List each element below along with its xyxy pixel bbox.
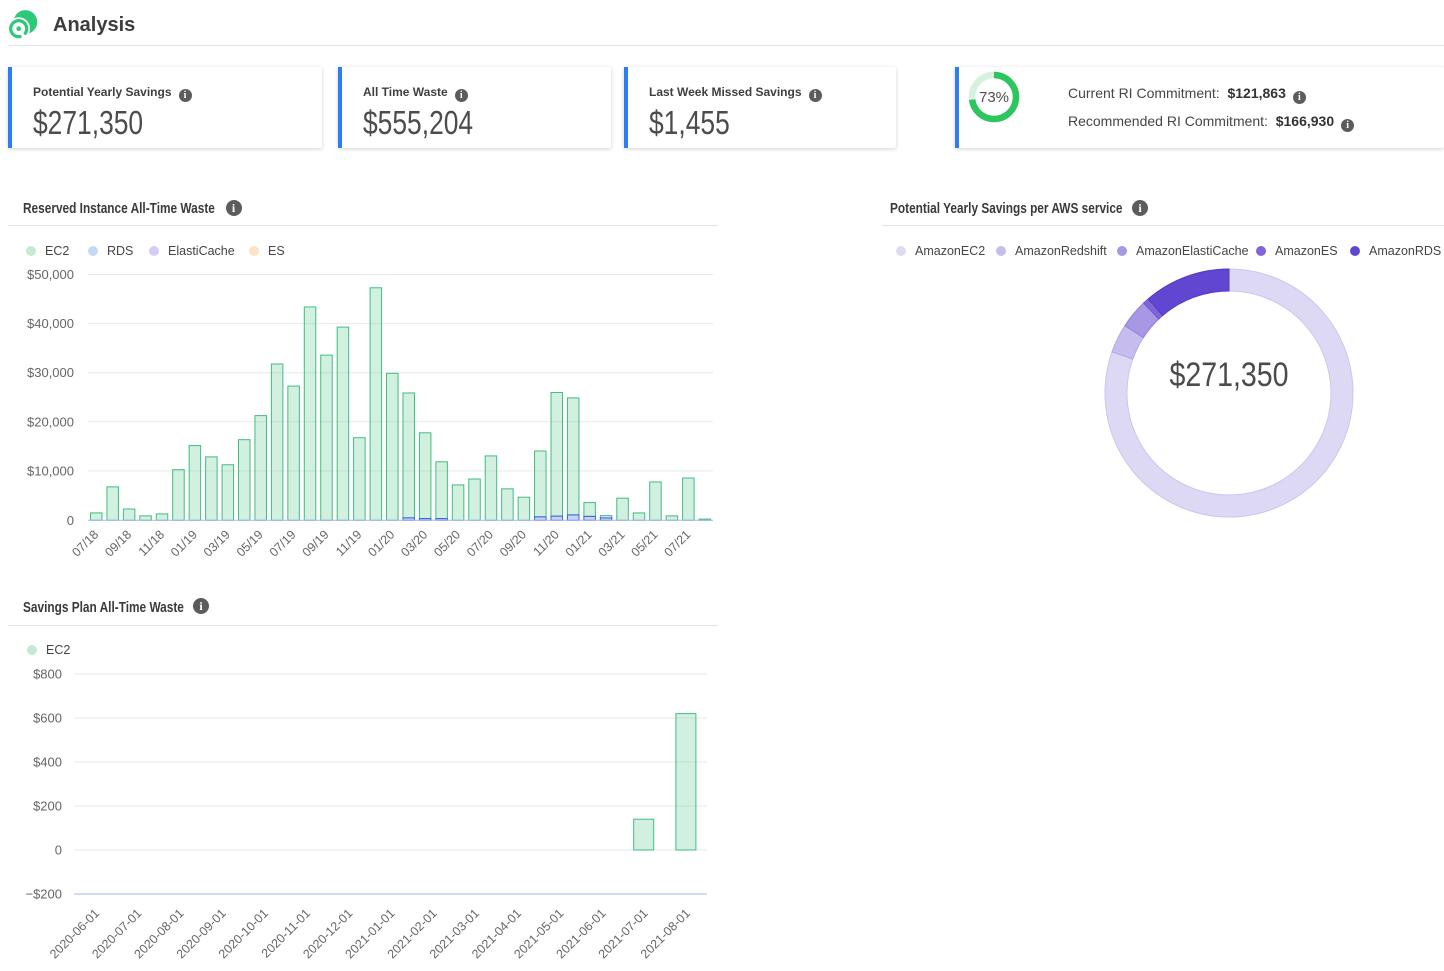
svg-text:09/20: 09/20 xyxy=(497,527,529,559)
svg-text:$10,000: $10,000 xyxy=(27,463,74,478)
svg-text:03/20: 03/20 xyxy=(398,527,430,559)
svg-text:$271,350: $271,350 xyxy=(1169,356,1288,394)
svg-text:$40,000: $40,000 xyxy=(27,316,74,331)
svg-text:$30,000: $30,000 xyxy=(27,365,74,380)
svg-text:09/19: 09/19 xyxy=(300,527,332,559)
svg-text:03/21: 03/21 xyxy=(596,527,628,559)
svg-text:07/19: 07/19 xyxy=(267,527,299,559)
svg-text:0: 0 xyxy=(55,843,62,858)
svg-text:05/20: 05/20 xyxy=(431,527,463,559)
svg-text:09/18: 09/18 xyxy=(102,527,134,559)
svg-text:$200: $200 xyxy=(33,799,62,814)
svg-text:05/21: 05/21 xyxy=(629,527,661,559)
svg-text:$400: $400 xyxy=(33,755,62,770)
svg-text:$600: $600 xyxy=(33,711,62,726)
svg-text:$800: $800 xyxy=(33,667,62,682)
svg-text:01/21: 01/21 xyxy=(563,527,595,559)
svg-text:05/19: 05/19 xyxy=(234,527,266,559)
svg-text:11/20: 11/20 xyxy=(531,527,562,558)
svg-text:01/19: 01/19 xyxy=(168,527,200,559)
svg-text:07/21: 07/21 xyxy=(661,527,693,559)
svg-text:73%: 73% xyxy=(979,89,1009,106)
svg-text:$50,000: $50,000 xyxy=(27,267,74,282)
svg-text:−$200: −$200 xyxy=(25,887,62,902)
svg-text:03/19: 03/19 xyxy=(201,527,233,559)
svg-text:$20,000: $20,000 xyxy=(27,414,74,429)
svg-text:0: 0 xyxy=(67,513,74,528)
svg-text:01/20: 01/20 xyxy=(365,527,397,559)
svg-text:11/19: 11/19 xyxy=(333,527,364,558)
svg-text:07/18: 07/18 xyxy=(69,527,101,559)
svg-text:11/18: 11/18 xyxy=(136,527,167,558)
svg-text:07/20: 07/20 xyxy=(464,527,496,559)
